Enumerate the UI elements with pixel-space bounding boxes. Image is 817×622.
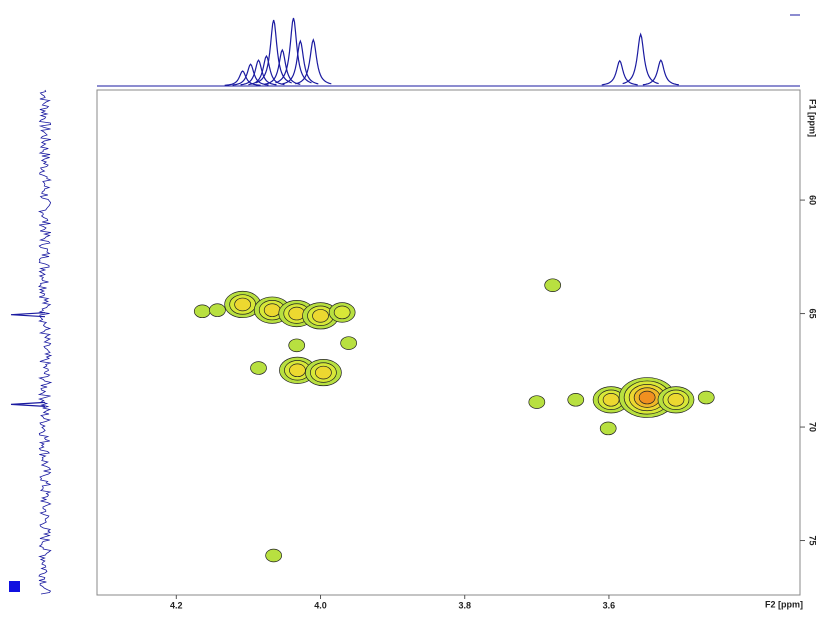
y-tick-label: 75 <box>808 536 817 546</box>
y-tick-label: 70 <box>808 422 817 432</box>
x-tick-label: 4.0 <box>314 600 327 610</box>
f1-peak <box>10 401 46 407</box>
contour-peak <box>528 395 546 409</box>
x-tick-label: 4.2 <box>170 600 183 610</box>
f2-peak <box>224 70 261 86</box>
contour-ring <box>602 393 620 407</box>
contour-ring <box>667 393 685 407</box>
contour-ring <box>289 363 306 378</box>
x-axis-label: F2 [ppm] <box>765 599 803 609</box>
contour-ring <box>315 365 332 380</box>
contour-peak <box>209 303 226 317</box>
contour-peak <box>567 393 585 407</box>
f2-peak <box>255 19 292 84</box>
f2-peak <box>275 17 312 84</box>
contour-ring <box>263 303 281 317</box>
contour-peak <box>697 390 715 405</box>
f2-peak <box>248 54 285 86</box>
contour-peak <box>544 278 562 292</box>
f2-peak <box>295 38 332 85</box>
x-tick-label: 3.6 <box>603 600 616 610</box>
f1-peak <box>10 312 46 318</box>
color-key <box>9 581 20 592</box>
y-tick-label: 60 <box>808 195 817 205</box>
f2-peak <box>240 59 277 86</box>
f2-peak <box>232 63 269 86</box>
y-axis-label: F1 [ppm] <box>808 99 817 137</box>
f2-peak <box>601 59 638 86</box>
y-tick-label: 65 <box>808 309 817 319</box>
contour-peak <box>599 421 617 436</box>
contour-ring <box>312 309 329 323</box>
plot-frame <box>96 89 801 596</box>
contour-peak <box>340 336 357 350</box>
f2-peak <box>264 48 301 85</box>
x-tick-label: 3.8 <box>458 600 471 610</box>
contour-ring <box>288 306 306 321</box>
contour-peak <box>265 548 283 563</box>
f2-peak <box>622 32 659 85</box>
f2-peak <box>642 59 679 86</box>
f1-noise <box>37 89 53 595</box>
contour-ring <box>638 390 656 405</box>
contour-ring <box>333 305 351 320</box>
contour-peak <box>193 304 211 319</box>
contour-peak <box>250 361 267 375</box>
contour-peak <box>288 338 306 353</box>
contour-ring <box>234 297 251 312</box>
f2-peak <box>282 39 319 85</box>
